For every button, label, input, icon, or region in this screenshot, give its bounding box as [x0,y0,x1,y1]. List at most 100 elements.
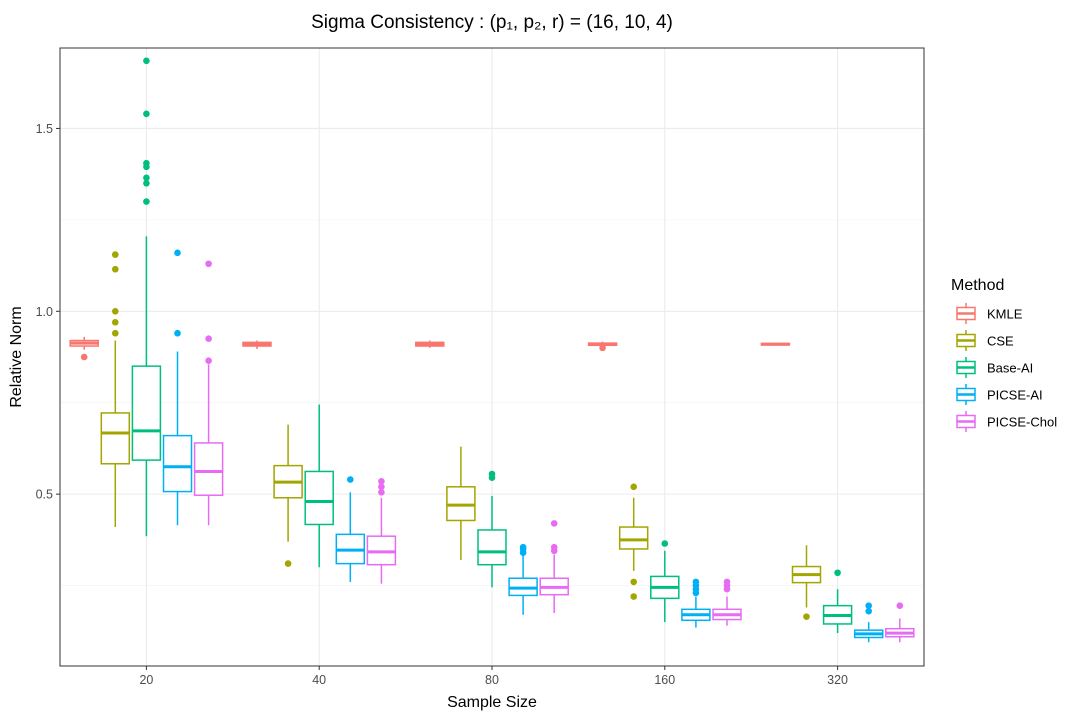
box-picse-chol-160 [712,578,742,626]
outlier-point [143,110,150,118]
legend-item-picse-chol: PICSE-Chol [956,411,1057,432]
box-picse-chol-320 [885,602,915,643]
box-body [162,434,193,493]
outlier-point [550,520,558,527]
box-base-ai-40 [304,404,334,568]
x-tick-label: 20 [139,673,153,687]
legend-item-picse-ai: PICSE-AI [956,384,1043,405]
box-kmle-320 [760,342,791,346]
outlier-point [80,353,88,361]
outlier-point [378,478,385,485]
legend-item-base-ai: Base-AI [956,357,1033,378]
y-tick-label: 0.5 [36,488,53,502]
outlier-point [284,560,292,567]
box-body [100,412,131,465]
outlier-point [378,483,385,491]
x-tick-label: 40 [312,673,326,687]
outlier-point [723,578,731,586]
box-body [131,365,162,461]
box-layer [69,57,915,643]
outlier-point [205,260,212,268]
legend: Method KMLE CSE Base-AI PICSE-AI PICSE-Chol [951,277,1057,432]
outlier-point [143,180,150,187]
legend-item-kmle: KMLE [956,303,1023,324]
y-axis-title: Relative Norm [8,306,25,407]
box-cse-320 [791,545,822,620]
outlier-point [661,540,669,547]
axis-layer: 0.5 1.0 1.5 20 40 80 160 320 [36,122,848,687]
outlier-point [803,613,810,620]
series-base-ai [131,57,853,634]
box-cse-160 [618,483,649,600]
outlier-point [865,602,873,609]
y-tick-label: 1.5 [36,122,53,136]
outlier-point [630,578,637,586]
outlier-point [111,318,119,326]
box-base-ai-160 [650,540,680,623]
outlier-point [896,602,904,609]
box-kmle-80 [415,340,445,348]
outlier-point [111,329,119,337]
box-picse-chol-40 [366,478,397,584]
outlier-point [865,607,873,615]
outlier-point [174,249,181,257]
box-picse-chol-20 [193,260,224,526]
outlier-point [143,174,150,182]
box-base-ai-20 [131,57,162,537]
box-kmle-160 [587,341,618,352]
box-body [618,526,649,550]
outlier-point [692,578,700,586]
chart-title: Sigma Consistency : (p₁, p₂, r) = (16, 1… [311,12,673,33]
outlier-point [378,489,385,496]
box-picse-chol-80 [539,520,569,613]
x-tick-label: 320 [827,673,848,687]
legend-label: KMLE [987,307,1023,322]
box-body [304,470,334,526]
legend-item-cse: CSE [956,330,1014,351]
box-body [193,442,224,496]
box-base-ai-80 [477,470,507,588]
box-picse-ai-80 [508,543,538,615]
box-cse-80 [446,446,476,560]
box-picse-ai-20 [162,249,193,526]
outlier-point [630,483,637,491]
series-picse-chol [193,260,915,643]
box-kmle-40 [242,340,272,349]
box-cse-40 [273,424,303,567]
outlier-point [143,57,150,65]
outlier-point [550,543,558,551]
outlier-point [599,344,606,352]
x-tick-label: 160 [654,673,675,687]
legend-label: PICSE-AI [987,388,1043,403]
outlier-point [111,307,119,315]
box-cse-20 [100,251,131,528]
outlier-point [834,569,841,577]
x-tick-label: 80 [485,673,499,687]
box-picse-ai-40 [335,476,366,582]
outlier-point [205,357,212,364]
legend-label: PICSE-Chol [987,415,1057,430]
outlier-point [630,593,637,600]
box-kmle-20 [69,336,99,361]
outlier-point [519,543,527,551]
outlier-point [143,159,150,167]
outlier-point [488,470,496,478]
series-picse-ai [162,249,884,643]
legend-label: CSE [987,334,1014,349]
x-axis-title: Sample Size [447,694,537,711]
outlier-point [174,329,181,337]
legend-items: KMLE CSE Base-AI PICSE-AI PICSE-Chol [956,303,1057,432]
box-body [477,529,507,566]
outlier-point [111,265,119,273]
box-picse-ai-160 [681,578,711,628]
series-kmle [69,336,791,361]
outlier-point [347,476,354,483]
outlier-point [205,335,212,343]
outlier-point [143,198,150,205]
legend-label: Base-AI [987,361,1033,376]
series-cse [100,251,822,620]
y-tick-label: 1.0 [36,305,53,319]
box-base-ai-320 [822,569,853,634]
